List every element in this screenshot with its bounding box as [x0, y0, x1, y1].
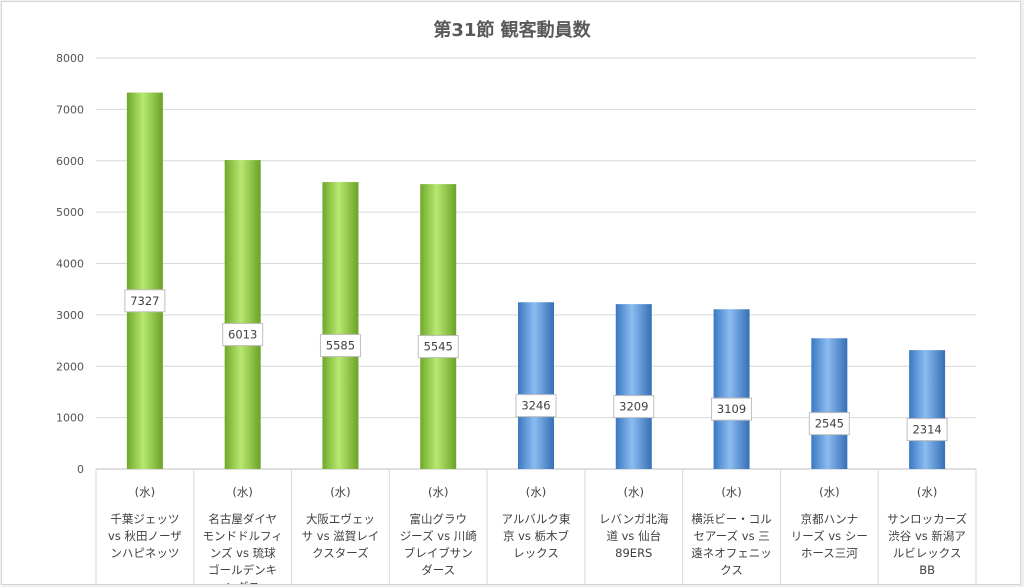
chart-title: 第31節 観客動員数 — [433, 19, 591, 41]
y-tick-label: 5000 — [56, 206, 84, 219]
x-tick-label-line: 富山グラウ — [409, 512, 467, 526]
x-tick-day: (水) — [819, 485, 839, 499]
x-tick-label-line: モンドドルフィ — [203, 529, 283, 543]
x-tick-label-line: 道 vs 仙台 — [606, 529, 661, 543]
bar — [811, 338, 848, 469]
data-label: 5545 — [417, 335, 459, 359]
y-tick-label: 1000 — [56, 412, 84, 425]
y-tick-label: 8000 — [56, 52, 84, 65]
data-label-text: 6013 — [228, 328, 257, 342]
x-tick-label-line: 遠ネオフェニッ — [691, 546, 772, 560]
x-tick-label-line: リーズ vs シー — [791, 529, 868, 543]
x-tick-label-line: サ vs 滋賀レイ — [302, 529, 380, 543]
bars — [126, 92, 946, 470]
data-label: 3246 — [515, 394, 557, 418]
data-label-text: 2545 — [815, 417, 844, 431]
bar — [909, 350, 946, 469]
data-labels: 7327 6013 5585 5545 3246 3209 3109 2545 2314 — [124, 289, 948, 442]
data-label-text: 2314 — [912, 423, 941, 437]
data-label-box — [124, 289, 166, 313]
x-tick-day: (水) — [428, 485, 448, 499]
x-tick-day: (水) — [624, 485, 644, 499]
x-tick-label-line: ンハピネッツ — [110, 546, 179, 560]
x-tick-label-line: アルバルク東 — [502, 512, 571, 526]
x-tick-day: (水) — [917, 485, 937, 499]
bar — [615, 304, 652, 469]
data-label: 7327 — [124, 289, 166, 313]
x-tick-label-line: 横浜ビー・コル — [691, 512, 772, 526]
x-tick-day: (水) — [135, 485, 155, 499]
x-tick-label-line: ングス — [225, 580, 260, 585]
x-tick-label-line: 渋谷 vs 新潟ア — [888, 529, 966, 543]
x-tick-label-line: 千葉ジェッツ — [110, 512, 179, 526]
y-tick-label: 0 — [77, 463, 84, 476]
x-tick-day: (水) — [232, 485, 252, 499]
data-label: 3109 — [711, 397, 753, 421]
x-tick-label-line: セアーズ vs 三 — [693, 529, 769, 543]
data-label-box — [319, 334, 361, 358]
data-label-text: 3209 — [619, 400, 648, 414]
data-label-box — [515, 394, 557, 418]
x-tick-label-line: クス — [720, 563, 743, 577]
y-tick-label: 7000 — [56, 103, 84, 116]
x-tick-label-line: 89ERS — [615, 546, 652, 560]
x-tick-label-line: BB — [919, 563, 935, 577]
x-tick-label-line: レックス — [513, 546, 559, 560]
y-tick-label: 3000 — [56, 309, 84, 322]
data-label-text: 7327 — [130, 294, 159, 308]
x-tick-label-line: vs 秋田ノーザ — [108, 529, 182, 543]
bar — [420, 184, 457, 470]
x-tick-label-line: ゴールデンキ — [208, 563, 277, 577]
data-label-text: 5585 — [326, 339, 355, 353]
x-tick-label-line: 京都ハンナ — [801, 512, 859, 526]
x-tick-day: (水) — [526, 485, 546, 499]
data-label-text: 5545 — [424, 340, 453, 354]
x-tick-label-line: ンズ vs 琉球 — [210, 546, 276, 560]
data-label: 2545 — [808, 412, 850, 436]
x-tick-label-line: 名古屋ダイヤ — [208, 512, 277, 526]
bar — [126, 92, 163, 469]
data-label-box — [906, 418, 948, 442]
x-tick-label-line: ブレイブサン — [404, 546, 473, 560]
data-label: 6013 — [222, 323, 264, 347]
bar — [713, 309, 750, 469]
data-label-box — [711, 397, 753, 421]
x-tick-day: (水) — [721, 485, 741, 499]
data-label-box — [417, 335, 459, 359]
bar — [518, 302, 554, 469]
data-label: 5585 — [319, 334, 361, 358]
x-tick-label-line: ルビレックス — [893, 546, 962, 560]
x-tick-label-line: クスターズ — [312, 546, 369, 560]
bar — [224, 160, 261, 469]
x-tick-label-line: サンロッカーズ — [887, 512, 967, 526]
data-label: 2314 — [906, 418, 948, 442]
x-tick-label-line: ジーズ vs 川崎 — [400, 529, 478, 543]
data-label-box — [613, 395, 655, 419]
data-label-box — [222, 323, 264, 347]
y-tick-label: 4000 — [56, 258, 84, 271]
data-label-text: 3109 — [717, 402, 746, 416]
x-tick-label-line: 京 vs 栃木ブ — [503, 529, 570, 543]
y-tick-label: 2000 — [56, 360, 84, 373]
y-axis: 0 1000 2000 3000 4000 5000 6000 7000 8000 — [56, 52, 84, 476]
data-label-box — [808, 412, 850, 436]
x-tick-label-line: ホース三河 — [801, 546, 858, 560]
y-tick-label: 6000 — [56, 155, 84, 168]
data-label-text: 3246 — [521, 399, 550, 413]
bar — [322, 182, 359, 469]
x-tick-day: (水) — [330, 485, 350, 499]
x-tick-label-line: レバンガ北海 — [599, 512, 669, 526]
x-tick-label-line: 大阪エヴェッ — [306, 512, 375, 526]
data-label: 3209 — [613, 395, 655, 419]
x-tick-label-line: ダース — [421, 563, 455, 577]
